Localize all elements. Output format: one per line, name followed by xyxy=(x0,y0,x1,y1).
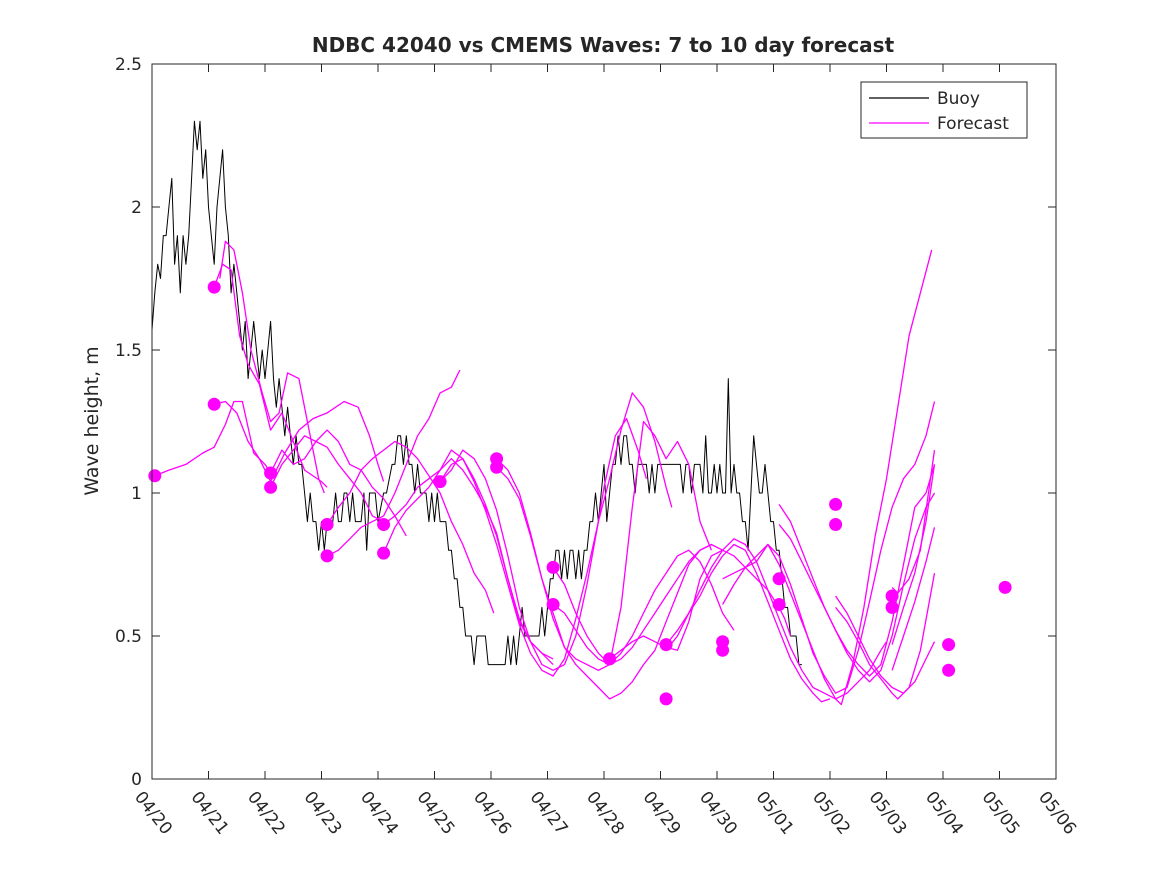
y-tick-label: 2 xyxy=(131,198,142,218)
forecast-series-line-5 xyxy=(270,429,407,537)
forecast-series-line-8 xyxy=(326,369,461,557)
y-axis-label: Wave height, m xyxy=(81,346,103,495)
chart-title: NDBC 42040 vs CMEMS Waves: 7 to 10 day f… xyxy=(312,33,895,57)
y-tick-label: 0 xyxy=(131,770,142,790)
forecast-start-marker-26 xyxy=(942,663,956,677)
chart-legend: Buoy Forecast xyxy=(860,81,1028,139)
forecast-start-marker-3 xyxy=(264,466,278,480)
forecast-series-line-4 xyxy=(219,240,325,494)
forecast-start-marker-14 xyxy=(603,652,617,666)
forecast-series-line-6 xyxy=(270,435,384,523)
forecast-series-line-21 xyxy=(722,401,936,694)
forecast-start-marker-13 xyxy=(546,598,560,611)
plot-area xyxy=(148,63,1057,780)
forecast-start-marker-20 xyxy=(772,598,786,611)
forecast-start-marker-2 xyxy=(207,397,221,411)
forecast-series-line-17 xyxy=(609,549,792,660)
forecast-start-marker-11 xyxy=(490,460,504,474)
forecast-start-marker-18 xyxy=(716,643,730,657)
y-tick-label: 1 xyxy=(131,484,142,504)
y-tick-label: 1.5 xyxy=(115,341,142,361)
forecast-start-marker-9 xyxy=(433,475,447,489)
forecast-start-marker-27 xyxy=(998,580,1012,594)
forecast-start-marker-0 xyxy=(148,469,162,483)
forecast-start-marker-15 xyxy=(659,692,673,706)
legend-label-0: Buoy xyxy=(937,89,980,109)
forecast-series-line-25 xyxy=(835,572,936,700)
forecast-start-marker-24 xyxy=(885,600,899,614)
forecast-start-marker-1 xyxy=(207,280,221,294)
forecast-start-marker-5 xyxy=(320,518,334,531)
legend-box xyxy=(860,81,1028,139)
buoy-series-line xyxy=(151,120,802,666)
forecast-series-line-14 xyxy=(496,466,712,700)
forecast-start-marker-23 xyxy=(885,589,899,603)
y-tick-label: 0.5 xyxy=(115,627,142,647)
forecast-series-line-12 xyxy=(439,392,673,677)
forecast-series-line-11 xyxy=(439,417,648,671)
forecast-series-line-3 xyxy=(213,263,328,488)
forecast-series-line-16 xyxy=(552,549,735,666)
forecast-series-line-24 xyxy=(835,595,936,694)
forecast-start-marker-19 xyxy=(772,572,786,586)
forecast-start-marker-16 xyxy=(659,638,673,652)
forecast-series-line-20 xyxy=(722,249,933,706)
forecast-series-line-2 xyxy=(214,400,385,483)
forecast-start-marker-7 xyxy=(377,518,391,531)
y-axis-ticks: 0 0.5 1 1.5 2 2.5 xyxy=(115,55,1056,790)
forecast-start-marker-22 xyxy=(829,518,843,531)
forecast-start-marker-21 xyxy=(829,497,843,511)
y-tick-label: 2.5 xyxy=(115,55,142,75)
forecast-series-line-26 xyxy=(891,464,936,645)
forecast-series-line-7 xyxy=(326,440,495,614)
forecast-series-line-19 xyxy=(665,538,888,700)
legend-label-1: Forecast xyxy=(937,114,1009,134)
forecast-start-marker-12 xyxy=(546,560,560,574)
forecast-start-marker-25 xyxy=(942,638,956,652)
forecast-series-line-23 xyxy=(778,492,936,683)
forecast-start-marker-6 xyxy=(320,549,334,563)
forecast-start-marker-4 xyxy=(264,480,278,494)
forecast-series-line-22 xyxy=(778,464,936,677)
forecast-start-marker-8 xyxy=(377,546,391,560)
forecast-series-line-27 xyxy=(891,527,936,671)
